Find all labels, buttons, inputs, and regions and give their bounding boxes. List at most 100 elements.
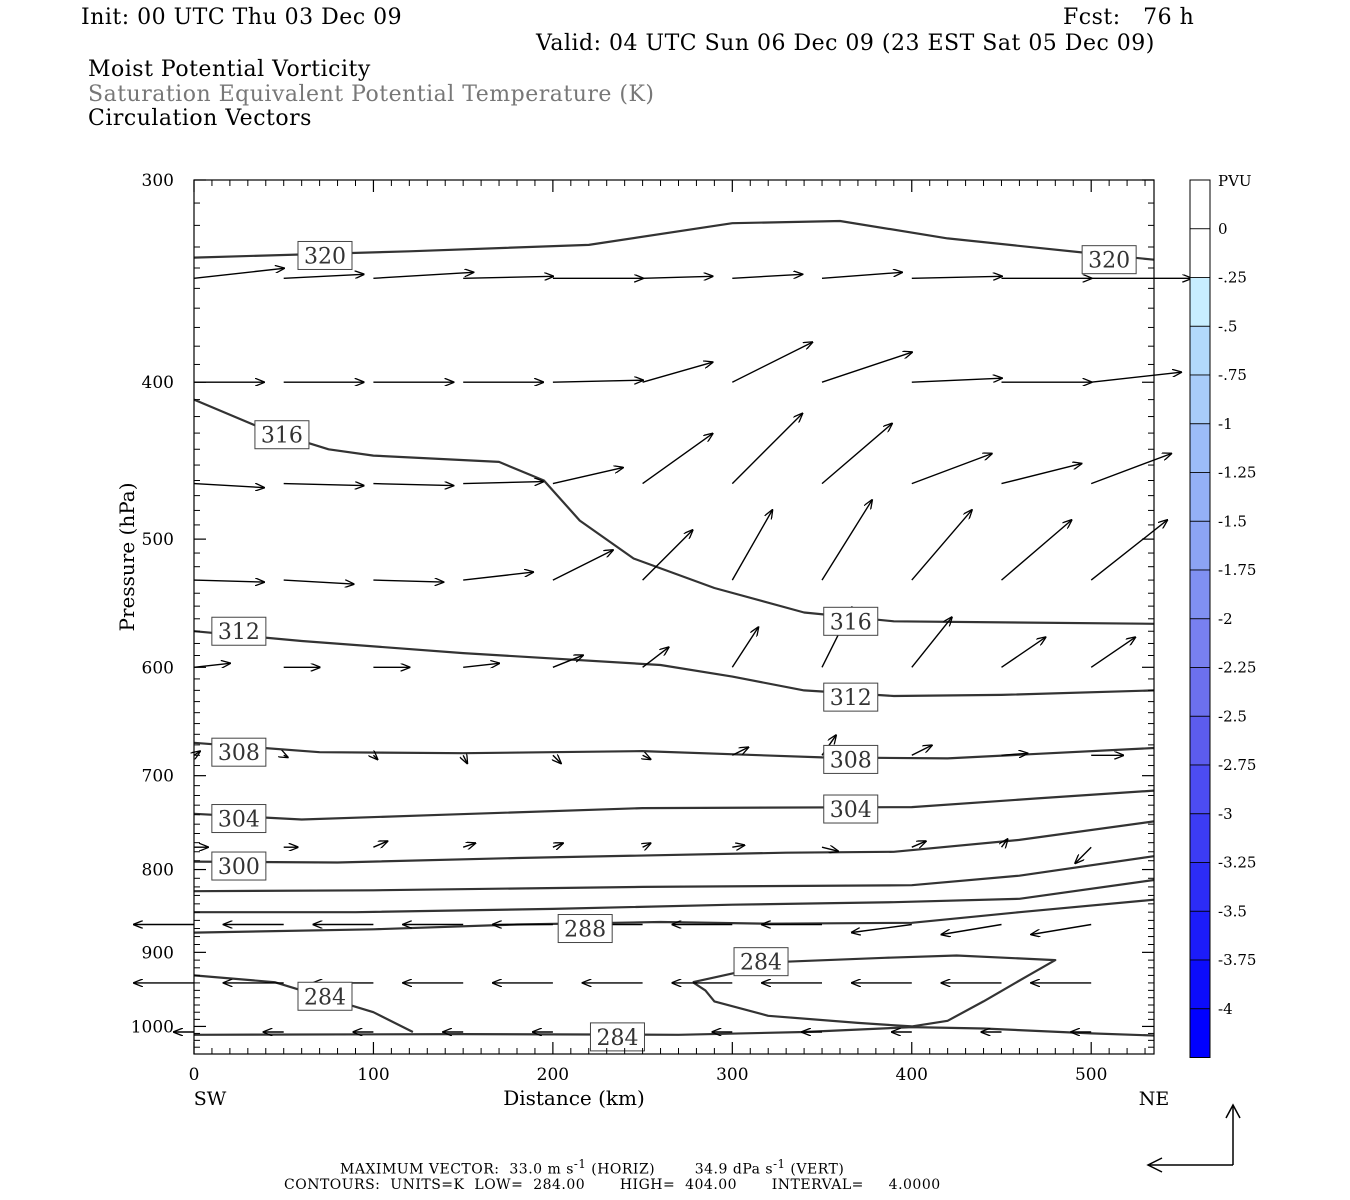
theta-e-contour-316: [193, 398, 1155, 625]
circulation-vector: [1090, 637, 1135, 668]
contour-label: 316: [830, 610, 872, 635]
colorbar-label: -2: [1218, 610, 1233, 628]
circulation-vector: [193, 663, 230, 667]
circulation-vector: [463, 482, 543, 484]
colorbar-label: -2.25: [1218, 659, 1256, 677]
sw-label: SW: [194, 1088, 227, 1110]
colorbar-cell: [1189, 179, 1211, 230]
contour-label-box: [297, 981, 353, 1011]
colorbar-cell: [1189, 618, 1211, 668]
circulation-vector: [1090, 520, 1167, 581]
circulation-vector: [1031, 923, 1092, 935]
colorbar-cell: [1189, 813, 1211, 863]
y-tick-label: 800: [142, 861, 174, 881]
colorbar-label: -.25: [1218, 269, 1247, 287]
circulation-vector: [731, 414, 802, 485]
circulation-vector: [642, 276, 713, 278]
circulation-vector: [732, 274, 802, 279]
circulation-vector: [1001, 520, 1072, 581]
contour-label: 288: [564, 918, 606, 943]
contour-label-box: [254, 420, 310, 450]
circulation-vector: [552, 655, 583, 668]
contour-label-box: [823, 794, 879, 824]
circulation-vector: [1001, 637, 1046, 668]
circulation-vector: [821, 352, 912, 383]
circulation-vector: [911, 378, 1002, 383]
colorbar-label: -1.75: [1218, 561, 1256, 579]
y-tick-label: 600: [142, 658, 174, 678]
theta-e-contour-312: [193, 630, 1155, 698]
colorbar-label: -1: [1218, 415, 1233, 433]
circulation-vector: [463, 663, 499, 667]
circulation-vector: [373, 755, 377, 759]
x-tick-label: 0: [189, 1065, 200, 1085]
init-time: Init: 00 UTC Thu 03 Dec 09: [81, 5, 403, 30]
circulation-vector: [731, 747, 748, 756]
circulation-vector: [821, 424, 892, 485]
theta-e-contour-284: [193, 1026, 1155, 1037]
circulation-vector: [911, 745, 932, 756]
contour-label: 312: [218, 620, 260, 645]
contour-label: 320: [1088, 249, 1130, 274]
circulation-vector: [642, 362, 713, 383]
theta-e-contour-320: [193, 219, 1155, 261]
y-tick-label: 500: [142, 530, 174, 550]
circulation-vector: [1001, 753, 1028, 755]
circulation-vector: [821, 272, 902, 279]
colorbar-cell: [1189, 910, 1211, 961]
colorbar-label: 0: [1218, 220, 1228, 238]
circulation-vector: [283, 579, 354, 584]
field-title-vectors: Circulation Vectors: [88, 106, 312, 131]
circulation-vector: [552, 843, 563, 847]
circulation-vector: [731, 510, 772, 581]
colorbar-label: -3.25: [1218, 854, 1256, 872]
circulation-vector: [463, 755, 467, 763]
valid-time: Valid: 04 UTC Sun 06 Dec 09 (23 EST Sat …: [536, 31, 1155, 56]
circulation-vector: [1001, 464, 1082, 485]
circulation-vector: [283, 274, 364, 279]
theta-e-contour-308: [193, 741, 1155, 760]
circulation-vector: [1075, 846, 1092, 863]
y-tick-label: 900: [142, 943, 174, 963]
circulation-vector: [643, 843, 651, 847]
colorbar-label: -1.25: [1218, 464, 1256, 482]
colorbar-cell: [1189, 520, 1211, 571]
circulation-vector: [911, 617, 952, 668]
circulation-vector: [463, 276, 553, 278]
circulation-vector: [642, 647, 669, 668]
colorbar-label: -2.5: [1218, 707, 1247, 725]
circulation-vector: [1090, 454, 1171, 485]
colorbar-label: -3.5: [1218, 902, 1247, 920]
colorbar-cell: [1189, 423, 1211, 473]
circulation-vector: [552, 468, 623, 485]
contour-label: 308: [830, 748, 872, 773]
circulation-vector: [194, 751, 200, 755]
contour-label-box: [211, 851, 267, 881]
contour-label-box: [211, 737, 267, 767]
colorbar-cell: [1189, 715, 1211, 766]
circulation-vector: [283, 484, 364, 486]
y-tick-label: 400: [142, 373, 174, 393]
circulation-vector: [193, 580, 264, 582]
x-axis-label: Distance (km): [503, 1086, 645, 1110]
contour-label-box: [823, 606, 879, 636]
colorbar-cell: [1189, 862, 1211, 912]
x-tick-label: 100: [357, 1065, 389, 1085]
circulation-vector: [911, 510, 972, 581]
contour-label-box: [557, 914, 613, 944]
colorbar-cell: [1189, 277, 1211, 327]
circulation-vector: [911, 276, 1002, 278]
contour-label-box: [297, 240, 353, 270]
y-tick-label: 300: [142, 171, 174, 191]
ne-label: NE: [1139, 1088, 1170, 1110]
circulation-vector: [552, 380, 643, 382]
circulation-vector: [373, 272, 473, 279]
circulation-vector: [193, 482, 264, 488]
circulation-vector: [821, 847, 838, 851]
circulation-vector: [373, 841, 387, 847]
colorbar-label: -2.75: [1218, 756, 1256, 774]
field-title-mpv: Moist Potential Vorticity: [88, 57, 371, 82]
contour-label: 300: [218, 855, 260, 880]
colorbar-label: -.5: [1218, 317, 1237, 335]
contour-label-box: [211, 616, 267, 646]
